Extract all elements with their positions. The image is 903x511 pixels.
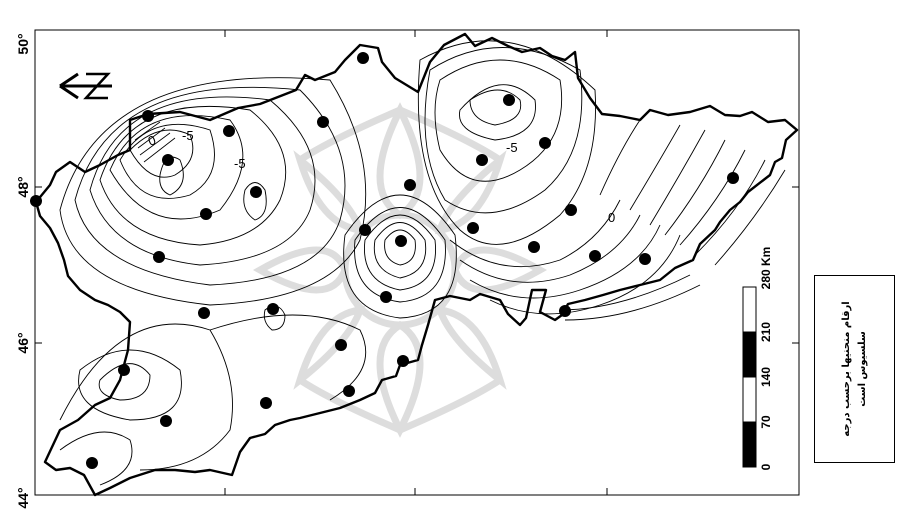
station-dot [142,110,154,122]
contour-label: -5 [234,156,246,171]
contour-label: 0 [146,132,158,149]
station-dot [397,355,409,367]
station-dot [528,241,540,253]
scale-tick-210: 210 [759,322,773,342]
legend-note-line2: سلسیوس است [856,331,868,407]
watermark-logo [252,102,548,438]
station-dot [200,208,212,220]
boundary-outline [34,32,799,497]
contour-label: -5 [506,140,518,155]
legend-note-text: ارقام منحنیها برحسب درجه سلسیوس است [839,301,871,436]
station-dot [395,235,407,247]
station-dot [153,251,165,263]
north-arrow-icon [59,72,112,100]
scale-tick-140: 140 [759,367,773,387]
lat-label-48: 48° [15,176,31,197]
station-dot [589,250,601,262]
station-dot [467,222,479,234]
scale-tick-0: 0 [759,463,773,470]
station-dot [565,204,577,216]
scale-bar [742,286,757,468]
station-dot [503,94,515,106]
station-dot [476,154,488,166]
station-dot [639,253,651,265]
hatched-region [134,121,176,163]
station-dot [30,195,42,207]
lat-label-50: 50° [15,33,31,54]
stations [30,52,739,469]
station-dot [160,415,172,427]
station-dot [198,307,210,319]
station-dot [162,154,174,166]
station-dot [727,172,739,184]
station-dot [267,303,279,315]
station-dot [343,385,355,397]
scale-tick-280: 280 Km [759,247,773,290]
station-dot [118,364,130,376]
station-dot [86,457,98,469]
legend-note-line1: ارقام منحنیها برحسب درجه [840,301,852,437]
station-dot [260,397,272,409]
map-frame [34,29,800,496]
station-dot [404,179,416,191]
station-dot [380,291,392,303]
scale-tick-70: 70 [759,415,773,429]
station-dot [250,186,262,198]
lat-label-46: 46° [15,332,31,353]
station-dot [539,137,551,149]
station-dot [559,305,571,317]
station-dot [359,224,371,236]
station-dot [317,116,329,128]
contour-label: 0 [608,210,615,225]
lat-label-44: 44° [15,487,31,508]
station-dot [357,52,369,64]
station-dot [223,125,235,137]
contour-label: -5 [182,128,194,143]
legend-note-box: ارقام منحنیها برحسب درجه سلسیوس است [814,275,895,463]
station-dot [335,339,347,351]
frame-ticks [35,30,799,495]
